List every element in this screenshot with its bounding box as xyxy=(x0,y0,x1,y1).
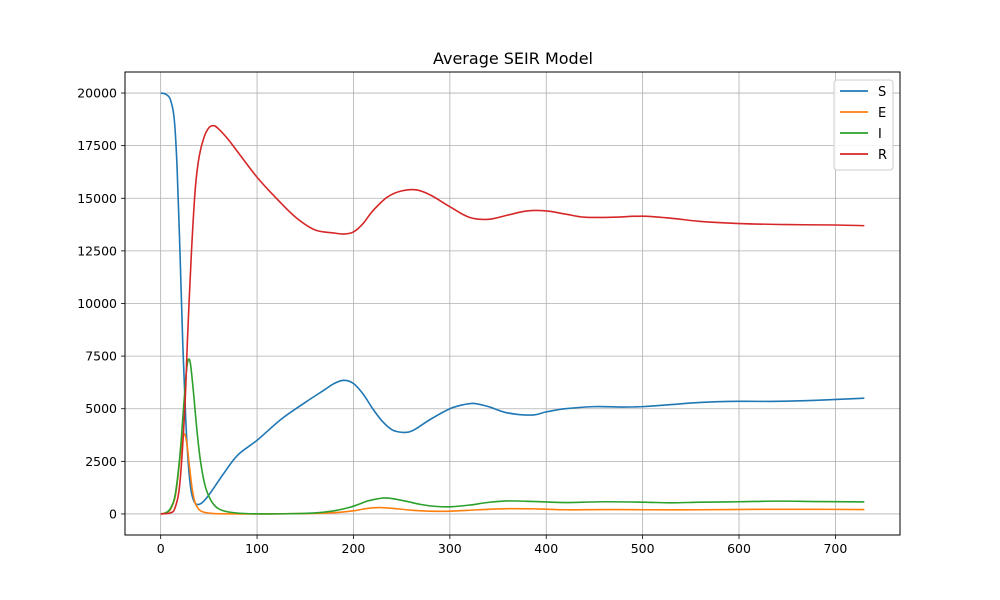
x-tick-label: 700 xyxy=(823,541,847,556)
y-tick-label: 17500 xyxy=(77,138,117,153)
legend-label-E: E xyxy=(878,106,886,121)
x-tick-label: 100 xyxy=(245,541,269,556)
y-tick-label: 12500 xyxy=(77,243,117,258)
x-tick-label: 300 xyxy=(438,541,462,556)
y-tick-label: 15000 xyxy=(77,191,117,206)
axis-ticks: 0 100 200 300 400 500 600 700 0 2500 5000 7500 10000… xyxy=(77,86,847,556)
legend: SEIR xyxy=(833,79,894,171)
y-tick-label: 7500 xyxy=(85,349,117,364)
chart-title: Average SEIR Model xyxy=(433,49,593,68)
series-line-R xyxy=(160,124,865,515)
legend-label-I: I xyxy=(878,127,882,142)
y-tick-label: 0 xyxy=(109,506,117,521)
series-line-S xyxy=(160,92,865,506)
series-line-I xyxy=(160,358,865,515)
legend-label-S: S xyxy=(878,85,886,100)
x-tick-label: 600 xyxy=(727,541,751,556)
x-tick-label: 500 xyxy=(631,541,655,556)
series-lines xyxy=(160,92,865,515)
y-tick-label: 10000 xyxy=(77,296,117,311)
x-tick-label: 400 xyxy=(534,541,558,556)
y-tick-label: 5000 xyxy=(85,401,117,416)
y-tick-label: 20000 xyxy=(77,86,117,101)
legend-label-R: R xyxy=(878,148,887,163)
legend-box xyxy=(833,79,894,171)
x-tick-label: 0 xyxy=(157,541,165,556)
y-tick-label: 2500 xyxy=(85,454,117,469)
x-tick-label: 200 xyxy=(342,541,366,556)
